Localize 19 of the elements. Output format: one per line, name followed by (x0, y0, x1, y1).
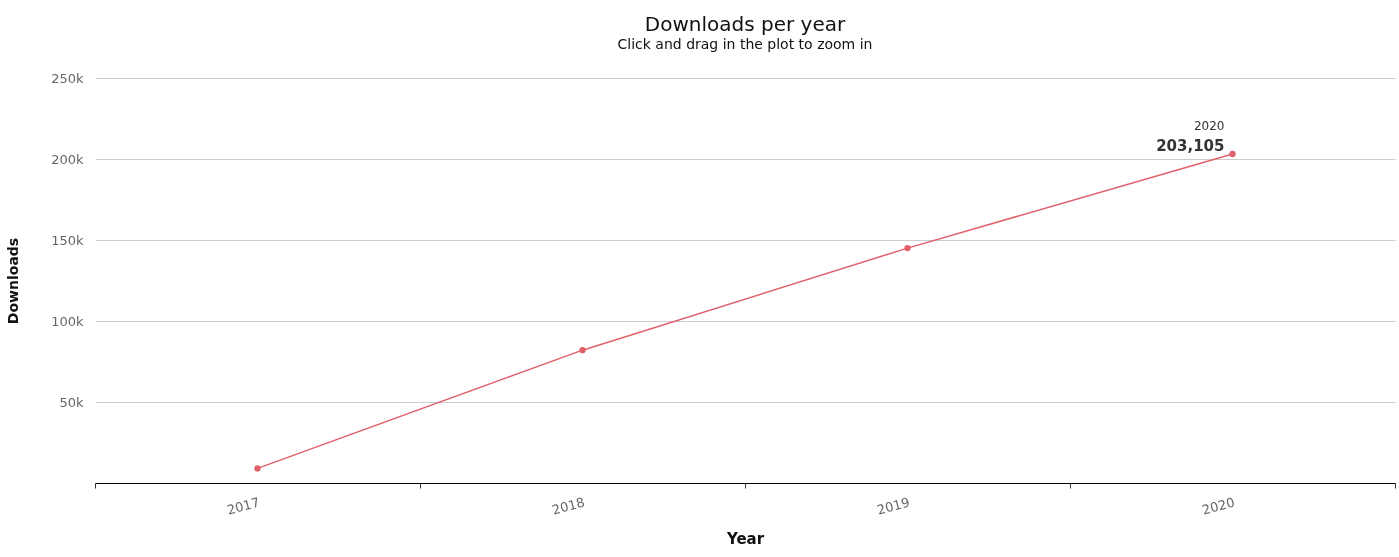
data-label: 203,105 (1156, 136, 1225, 155)
point (579, 347, 586, 354)
annotation: 2020 (1193, 118, 1225, 133)
y-tick-label: 150k (51, 232, 84, 248)
x-tick-label: 2019 (875, 494, 912, 518)
y-tick-label: 50k (59, 394, 84, 410)
point (1229, 150, 1236, 158)
y-tick-label: 200k (51, 151, 84, 167)
y-tick-label: 250k (51, 70, 84, 86)
y-axis-title: Downloads (5, 237, 22, 325)
point (904, 244, 911, 252)
chart-subtitle: Click and drag in the plot to zoom in (617, 36, 873, 52)
x-tick-label: 2020 (1200, 494, 1237, 518)
point (254, 465, 261, 472)
chart-title: Downloads per year (644, 12, 846, 36)
y-tick-label: 100k (51, 313, 84, 329)
x-tick-label: 2018 (550, 494, 587, 518)
x-tick-label: 2017 (225, 494, 262, 518)
x-axis-title: Year (725, 529, 765, 548)
